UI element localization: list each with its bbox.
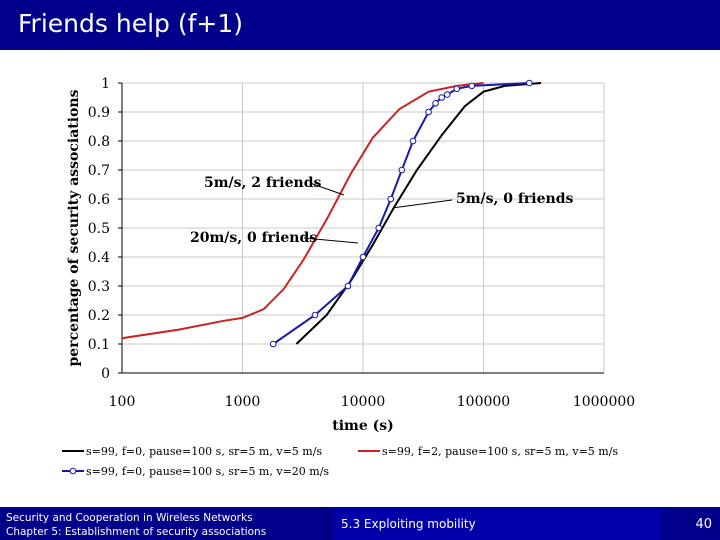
- legend-label: s=99, f=0, pause=100 s, sr=5 m, v=5 m/s: [86, 445, 322, 458]
- y-tick-label: 0.2: [88, 308, 110, 324]
- y-tick-label: 0.1: [88, 337, 110, 353]
- annotations-layer: 5m/s, 2 friends 5m/s, 0 friends 20m/s, 0 f…: [190, 175, 574, 246]
- annotation-leader: [309, 182, 345, 196]
- cdf-chart: 0 0.1 0.2 0.3 0.4 0.5 0.6 0.7 0.8 0.9 1 100 1000 1000…: [62, 76, 635, 478]
- series-point: [359, 253, 367, 261]
- x-tick-label: 100000: [457, 394, 510, 410]
- series-point: [443, 91, 451, 98]
- footer-bar: Security and Cooperation in Wireless Net…: [0, 507, 720, 540]
- annotation-label: 5m/s, 2 friends: [204, 175, 322, 191]
- series-point: [432, 100, 439, 107]
- series-point: [269, 340, 277, 348]
- legend: s=99, f=0, pause=100 s, sr=5 m, v=5 m/s s…: [62, 445, 618, 478]
- series-point: [311, 311, 319, 319]
- series-point: [344, 282, 352, 290]
- annotation-leader: [393, 199, 453, 209]
- footer-section-box: 5.3 Exploiting mobility: [333, 507, 661, 540]
- annotation-leader: [303, 237, 359, 244]
- series-point: [387, 195, 395, 203]
- x-tick-label: 10000: [341, 394, 386, 410]
- series-layer: [121, 79, 542, 348]
- y-tick-label: 0.6: [88, 192, 110, 208]
- series-point: [453, 85, 461, 93]
- y-tick-label: 0.8: [88, 134, 110, 150]
- footer-section: 5.3 Exploiting mobility: [341, 517, 476, 531]
- y-tick-label: 0.3: [88, 279, 110, 295]
- page-number: 40: [695, 517, 712, 532]
- footer-chapter: Chapter 5: Establishment of security ass…: [6, 526, 267, 538]
- title-bar: Friends help (f+1): [0, 0, 720, 50]
- x-tick-label: 1000: [225, 394, 261, 410]
- series-line-2: [272, 82, 530, 345]
- annotation-label: 5m/s, 0 friends: [456, 191, 574, 207]
- legend-label: s=99, f=2, pause=100 s, sr=5 m, v=5 m/s: [382, 445, 618, 458]
- y-tick-label: 0.9: [88, 105, 110, 121]
- slide-title: Friends help (f+1): [18, 9, 243, 38]
- x-tick-label: 1000000: [573, 394, 635, 410]
- footer-book-title: Security and Cooperation in Wireless Net…: [6, 512, 253, 524]
- legend-label: s=99, f=0, pause=100 s, sr=5 m, v=20 m/s: [86, 465, 329, 478]
- y-tick-label: 0.4: [88, 250, 110, 266]
- y-tick-label: 1: [101, 76, 110, 92]
- axes-layer: 0 0.1 0.2 0.3 0.4 0.5 0.6 0.7 0.8 0.9 1 100 1000 1000…: [66, 76, 635, 434]
- x-axis-label: time (s): [332, 418, 394, 434]
- x-tick-label: 100: [109, 394, 136, 410]
- series-point: [425, 108, 432, 116]
- series-line-1: [121, 82, 484, 340]
- y-tick-label: 0.5: [88, 221, 110, 237]
- series-point: [438, 94, 446, 101]
- legend-marker: [69, 467, 77, 475]
- series-point: [409, 137, 417, 145]
- footer-course: Security and Cooperation in Wireless Net…: [6, 511, 266, 539]
- y-tick-label: 0: [101, 366, 110, 382]
- grid-layer: [121, 82, 605, 373]
- series-point: [375, 224, 383, 232]
- y-axis-label: percentage of security associations: [66, 89, 82, 366]
- series-point: [468, 82, 476, 90]
- series-point: [526, 79, 533, 87]
- series-line-0: [295, 82, 542, 345]
- annotation-label: 20m/s, 0 friends: [190, 230, 317, 246]
- series-point: [398, 166, 406, 174]
- y-tick-label: 0.7: [88, 163, 110, 179]
